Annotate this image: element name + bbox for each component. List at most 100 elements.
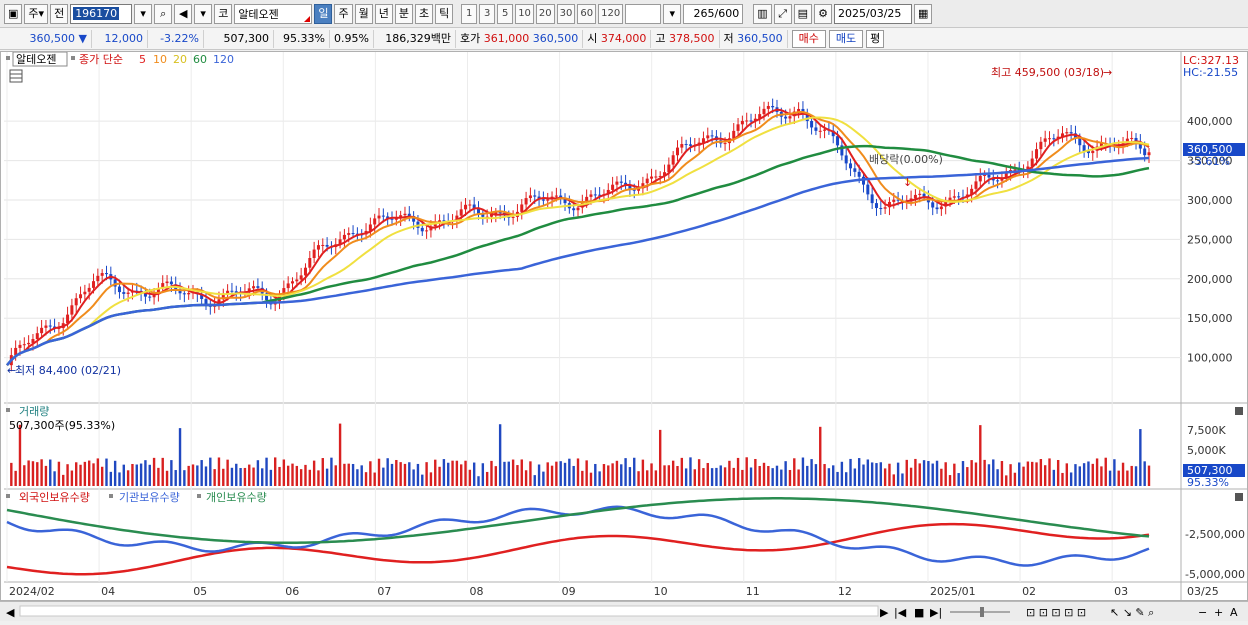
period-select[interactable]: 주 ▾: [24, 3, 49, 24]
volume-bar: [369, 461, 372, 486]
volume-bar: [542, 471, 545, 486]
tool-icons[interactable]: ↖ ↘ ✎ ⌕: [1110, 606, 1154, 619]
interval-year-button[interactable]: 년: [374, 3, 393, 24]
gear-icon[interactable]: ⚙: [814, 3, 833, 24]
x-axis-label: 07: [377, 585, 391, 598]
price-change-pct: -3.22%: [148, 29, 204, 48]
candle-body: [749, 120, 753, 122]
volume-bar: [256, 460, 260, 486]
minute-5-button[interactable]: 5: [497, 3, 514, 24]
volume-bar: [481, 463, 485, 486]
legend-ma10[interactable]: 10: [153, 53, 167, 66]
minute-10-button[interactable]: 10: [515, 3, 534, 24]
custom-interval-combo[interactable]: [625, 3, 662, 24]
candle-body: [771, 105, 775, 108]
scroll-last-icon[interactable]: ▶|: [930, 606, 942, 619]
save-icon[interactable]: ▤: [793, 3, 813, 24]
dropdown-icon[interactable]: ▾: [194, 3, 213, 24]
legend-ma120[interactable]: 120: [213, 53, 234, 66]
minute-30-button[interactable]: 30: [556, 3, 576, 24]
candle-body: [541, 199, 545, 201]
holding-close-icon[interactable]: [1235, 493, 1243, 501]
buy-button[interactable]: 매수: [791, 29, 826, 48]
volume-bar: [330, 457, 333, 486]
interval-minute-button[interactable]: 분: [394, 3, 413, 24]
chart-scrollbar[interactable]: ◀ ▶ |◀ ■ ▶| ⊡ ⊡ ⊡ ⊡ ⊡ ↖ ↘ ✎ ⌕ − + A: [0, 601, 1248, 621]
volume-bar: [715, 467, 718, 486]
volume-bar: [57, 461, 61, 486]
volume-bar: [269, 469, 273, 486]
data-count-box[interactable]: 265/600: [683, 3, 744, 24]
candle-body: [425, 230, 429, 232]
view-icons[interactable]: ⊡ ⊡ ⊡ ⊡ ⊡: [1026, 606, 1086, 619]
minute-60-button[interactable]: 60: [577, 3, 597, 24]
scroll-left-icon[interactable]: ◀: [6, 606, 15, 619]
volume-bar: [979, 425, 982, 486]
volume-bar: [113, 460, 117, 486]
legend-ma20[interactable]: 20: [173, 53, 187, 66]
volume-bar: [585, 460, 588, 486]
chart-area[interactable]: 알테오젠 종가 단순 5 10 20 60 120 LC:327.13 HC:-…: [0, 51, 1248, 601]
candle-body: [1099, 143, 1103, 147]
zoom-plus-icon[interactable]: +: [1214, 606, 1223, 619]
legend-stock-box[interactable]: [12, 51, 68, 67]
scroll-right-icon[interactable]: ▶: [880, 606, 889, 619]
scroll-pause-icon[interactable]: ■: [914, 606, 924, 619]
candle-body: [126, 292, 130, 294]
interval-month-button[interactable]: 월: [354, 3, 373, 24]
candle-body: [143, 293, 147, 297]
minute-3-button[interactable]: 3: [479, 3, 496, 24]
legend-ma5[interactable]: 5: [139, 53, 146, 66]
evaluate-button[interactable]: 평: [866, 29, 885, 48]
volume-bar: [312, 460, 316, 486]
candle-body: [723, 143, 727, 145]
sell-button[interactable]: 매도: [828, 29, 864, 48]
candle-type-icon[interactable]: ▥: [753, 3, 772, 24]
zoom-slider-thumb[interactable]: [980, 607, 984, 617]
prev-button[interactable]: 전: [50, 3, 69, 24]
candle-body: [489, 214, 493, 217]
quote-cell: 호가 361,000 360,500: [456, 29, 584, 48]
draw-tool-icon[interactable]: ⤢: [773, 3, 792, 24]
calendar-icon[interactable]: ▦: [914, 3, 933, 24]
volume-bar: [265, 457, 268, 486]
chart-svg[interactable]: 알테오젠 종가 단순 5 10 20 60 120 LC:327.13 HC:-…: [1, 51, 1247, 600]
auto-scale-icon[interactable]: A: [1230, 606, 1238, 619]
volume-bar: [957, 473, 960, 486]
search-icon[interactable]: ⌕: [154, 3, 173, 24]
stock-code-input[interactable]: 196170: [70, 3, 133, 24]
legend-ma60[interactable]: 60: [193, 53, 207, 66]
code-dropdown-icon[interactable]: ▾: [134, 3, 153, 24]
volume-close-icon[interactable]: [1235, 407, 1243, 415]
zoom-minus-icon[interactable]: −: [1198, 606, 1207, 619]
x-axis-label: 02: [1022, 585, 1036, 598]
scroll-track[interactable]: [19, 605, 879, 617]
speaker-icon[interactable]: ◀: [174, 3, 193, 24]
minute-1-button[interactable]: 1: [461, 3, 478, 24]
volume-bar: [53, 471, 56, 486]
combo-dropdown-icon[interactable]: ▾: [663, 3, 682, 24]
volume-bar: [317, 470, 320, 486]
candle-body: [740, 120, 744, 125]
volume-bar: [589, 472, 593, 486]
interval-tick-button[interactable]: 틱: [435, 3, 454, 24]
market-tag[interactable]: 코: [214, 3, 233, 24]
candle-body: [520, 204, 524, 212]
interval-second-button[interactable]: 초: [414, 3, 434, 24]
date-input[interactable]: 2025/03/25: [834, 3, 913, 24]
window-icon[interactable]: ▣: [4, 3, 23, 24]
candle-body: [377, 215, 381, 219]
interval-week-button[interactable]: 주: [334, 3, 353, 24]
price-panel[interactable]: [4, 52, 1181, 402]
volume-bar: [434, 459, 437, 486]
minute-120-button[interactable]: 120: [598, 3, 624, 24]
volume-bar: [1139, 429, 1142, 486]
table-toggle-icon[interactable]: [9, 69, 23, 83]
scroll-first-icon[interactable]: |◀: [894, 606, 907, 619]
stock-name-box[interactable]: 알테오젠: [234, 3, 313, 24]
interval-day-button[interactable]: 일: [314, 3, 333, 24]
volume-bar: [36, 462, 39, 486]
volume-bar: [1065, 463, 1069, 486]
scrollbar-svg[interactable]: ◀ ▶ |◀ ■ ▶| ⊡ ⊡ ⊡ ⊡ ⊡ ↖ ↘ ✎ ⌕ − + A: [0, 602, 1248, 622]
minute-20-button[interactable]: 20: [535, 3, 555, 24]
